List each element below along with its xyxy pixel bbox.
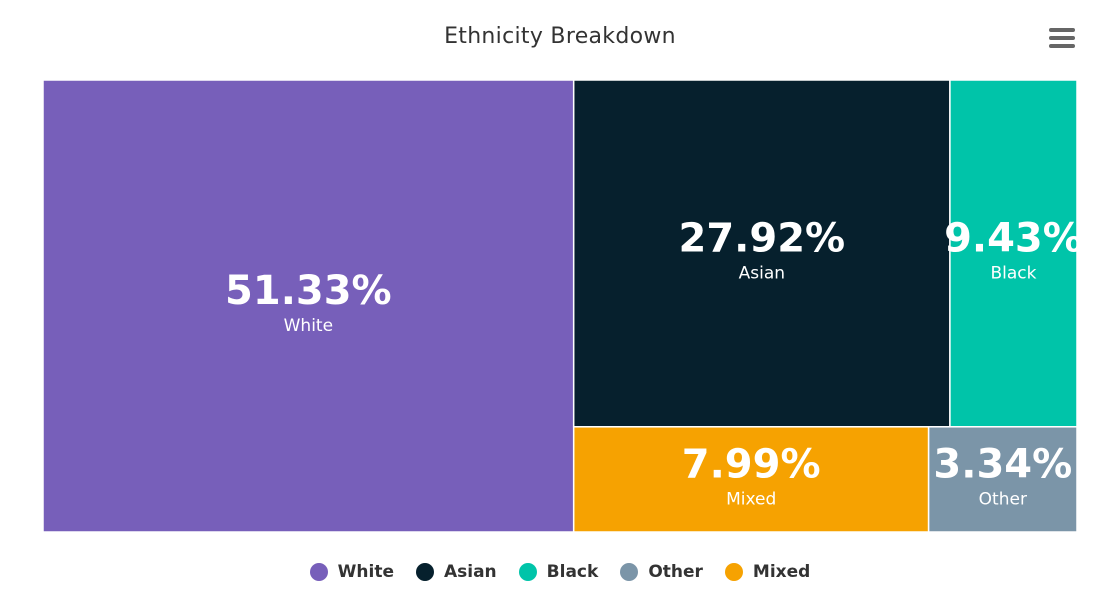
legend-swatch-icon [415,563,434,581]
tile-value-label: 9.43% [944,215,1083,261]
legend-item-other[interactable]: Other [620,562,703,582]
tile-value-label: 7.99% [682,441,821,487]
legend-swatch-icon [518,563,537,581]
legend-swatch-icon [724,563,743,581]
treemap-tile-black[interactable]: 9.43%Black [944,79,1083,428]
legend-swatch-icon [620,563,639,581]
tile-value-label: 27.92% [679,215,846,261]
treemap-rect-white[interactable] [42,79,575,533]
legend-item-asian[interactable]: Asian [415,562,497,582]
tile-category-label: Other [979,489,1027,509]
tile-category-label: Mixed [726,489,776,509]
legend-label: Asian [443,562,497,582]
legend-item-black[interactable]: Black [518,562,599,582]
treemap-tile-other[interactable]: 3.34%Other [927,426,1078,533]
chart-title: Ethnicity Breakdown [444,24,676,49]
legend-swatch-icon [309,563,328,581]
treemap-rect-black[interactable] [949,79,1078,428]
treemap-tile-white[interactable]: 51.33%White [42,79,575,533]
treemap-tile-asian[interactable]: 27.92%Asian [572,79,951,428]
tile-category-label: White [284,316,333,336]
menu-bar-line [1049,36,1075,40]
tile-category-label: Black [990,263,1036,283]
treemap-plot: 51.33%White27.92%Asian9.43%Black7.99%Mix… [42,79,1083,533]
treemap-rect-mixed[interactable] [572,426,930,533]
treemap-tile-mixed[interactable]: 7.99%Mixed [572,426,930,533]
tile-value-label: 51.33% [225,268,392,314]
legend-label: Other [648,562,703,582]
menu-bar-line [1049,28,1075,32]
treemap-rect-other[interactable] [927,426,1078,533]
hamburger-menu-icon[interactable] [1044,24,1078,54]
legend-label: White [337,562,394,582]
legend-label: Black [546,562,599,582]
chart-legend: White Asian Black Other Mixed [0,558,1120,586]
tile-category-label: Asian [739,263,785,283]
legend-item-mixed[interactable]: Mixed [724,562,811,582]
legend-label: Mixed [752,562,811,582]
legend-item-white[interactable]: White [309,562,394,582]
tile-value-label: 3.34% [933,441,1072,487]
menu-bar-line [1049,44,1075,48]
